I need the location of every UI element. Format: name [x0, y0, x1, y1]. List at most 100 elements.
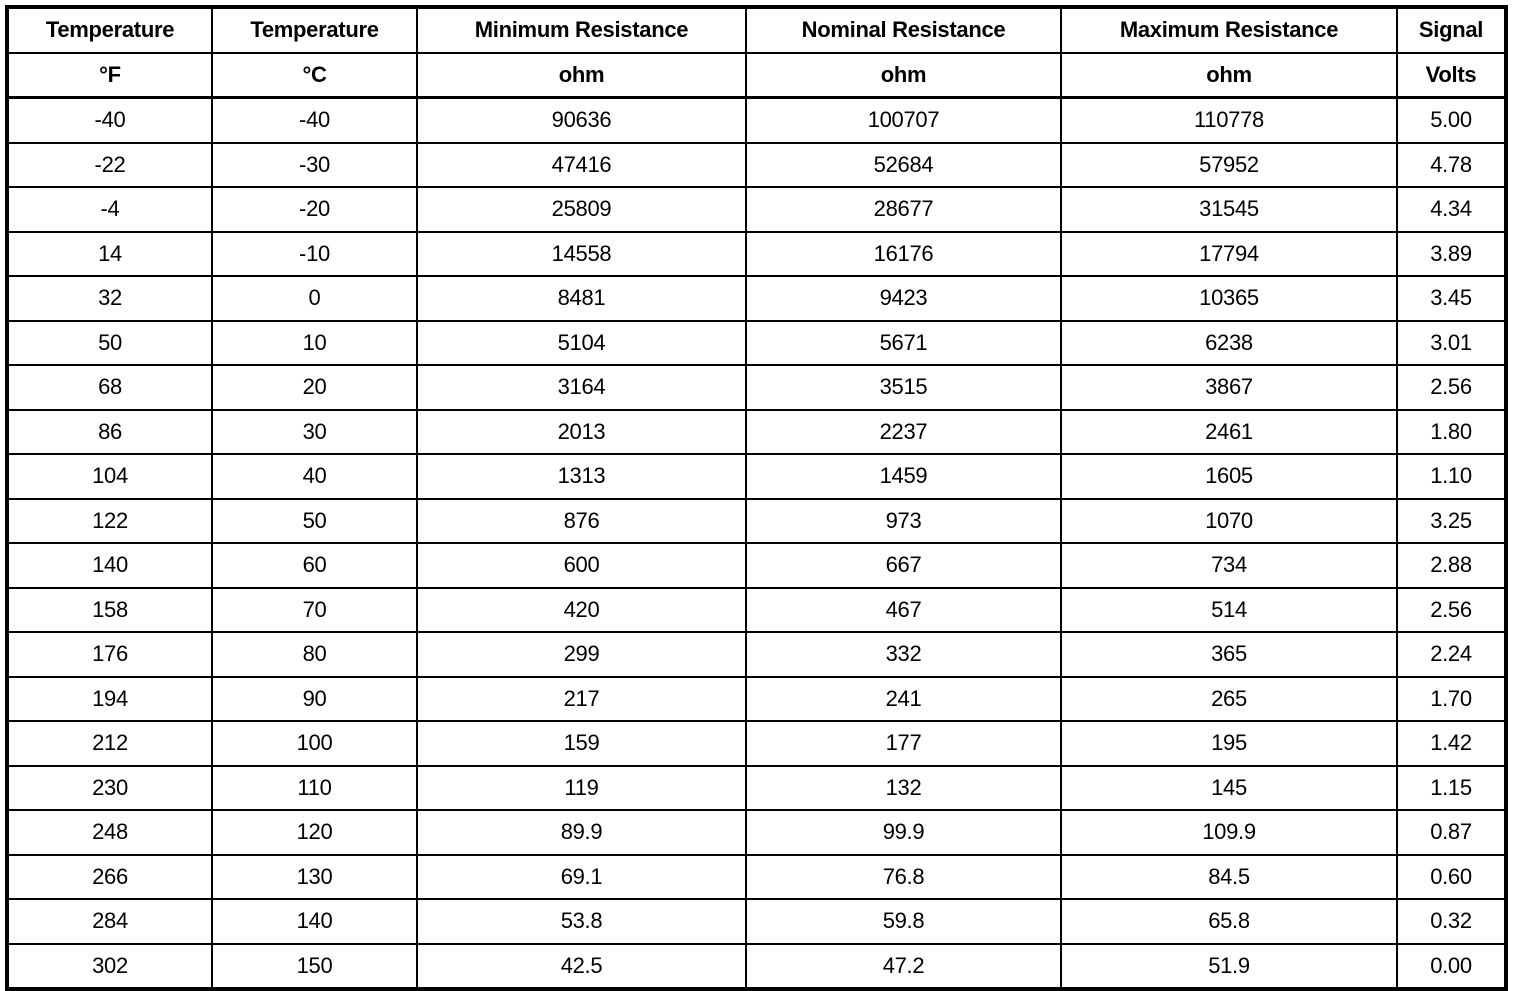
cell-min-resistance: 2013 — [416, 408, 747, 455]
cell-nominal-resistance: 16176 — [745, 230, 1062, 277]
cell-max-resistance: 3867 — [1060, 364, 1398, 411]
cell-signal-volts: 4.78 — [1396, 141, 1507, 188]
cell-min-resistance: 876 — [416, 497, 747, 544]
cell-temp-c: 30 — [211, 408, 418, 455]
table-row: 86 30 2013 2237 2461 1.80 — [6, 408, 1507, 455]
cell-min-resistance: 25809 — [416, 186, 747, 233]
cell-min-resistance: 8481 — [416, 275, 747, 322]
cell-nominal-resistance: 28677 — [745, 186, 1062, 233]
cell-temp-f: 86 — [6, 408, 213, 455]
table-row: 140 60 600 667 734 2.88 — [6, 542, 1507, 589]
cell-max-resistance: 17794 — [1060, 230, 1398, 277]
cell-max-resistance: 109.9 — [1060, 809, 1398, 856]
cell-nominal-resistance: 99.9 — [745, 809, 1062, 856]
cell-temp-c: 150 — [211, 942, 418, 990]
cell-max-resistance: 1070 — [1060, 497, 1398, 544]
table-row: 122 50 876 973 1070 3.25 — [6, 497, 1507, 544]
cell-nominal-resistance: 1459 — [745, 453, 1062, 500]
cell-signal-volts: 3.45 — [1396, 275, 1507, 322]
cell-min-resistance: 1313 — [416, 453, 747, 500]
table-row: 266 130 69.1 76.8 84.5 0.60 — [6, 853, 1507, 900]
cell-max-resistance: 51.9 — [1060, 942, 1398, 990]
cell-temp-f: 158 — [6, 586, 213, 633]
column-header-max-resistance: Maximum Resistance — [1060, 6, 1398, 54]
cell-min-resistance: 69.1 — [416, 853, 747, 900]
column-header-signal-volts: Signal — [1396, 6, 1507, 54]
cell-nominal-resistance: 241 — [745, 675, 1062, 722]
cell-temp-c: 110 — [211, 764, 418, 811]
header-row: Temperature Temperature Minimum Resistance… — [6, 6, 1507, 54]
cell-max-resistance: 1605 — [1060, 453, 1398, 500]
cell-signal-volts: 2.56 — [1396, 586, 1507, 633]
table-row: 14 -10 14558 16176 17794 3.89 — [6, 230, 1507, 277]
cell-temp-f: 248 — [6, 809, 213, 856]
cell-min-resistance: 89.9 — [416, 809, 747, 856]
column-unit-temp-c: °C — [211, 51, 418, 99]
cell-signal-volts: 1.80 — [1396, 408, 1507, 455]
cell-max-resistance: 195 — [1060, 720, 1398, 767]
cell-signal-volts: 1.42 — [1396, 720, 1507, 767]
cell-temp-f: 212 — [6, 720, 213, 767]
cell-nominal-resistance: 332 — [745, 631, 1062, 678]
table-row: -4 -20 25809 28677 31545 4.34 — [6, 186, 1507, 233]
table-row: 32 0 8481 9423 10365 3.45 — [6, 275, 1507, 322]
table-row: -22 -30 47416 52684 57952 4.78 — [6, 141, 1507, 188]
cell-temp-f: 140 — [6, 542, 213, 589]
cell-signal-volts: 2.88 — [1396, 542, 1507, 589]
cell-temp-c: 0 — [211, 275, 418, 322]
cell-signal-volts: 0.32 — [1396, 898, 1507, 945]
cell-nominal-resistance: 47.2 — [745, 942, 1062, 990]
cell-min-resistance: 119 — [416, 764, 747, 811]
table-row: 194 90 217 241 265 1.70 — [6, 675, 1507, 722]
cell-min-resistance: 299 — [416, 631, 747, 678]
table-body: -40 -40 90636 100707 110778 5.00 -22 -30 47416 52… — [6, 96, 1507, 990]
cell-min-resistance: 3164 — [416, 364, 747, 411]
cell-signal-volts: 4.34 — [1396, 186, 1507, 233]
cell-nominal-resistance: 132 — [745, 764, 1062, 811]
cell-nominal-resistance: 2237 — [745, 408, 1062, 455]
cell-temp-f: 194 — [6, 675, 213, 722]
table-row: 284 140 53.8 59.8 65.8 0.32 — [6, 898, 1507, 945]
cell-max-resistance: 65.8 — [1060, 898, 1398, 945]
cell-temp-f: 284 — [6, 898, 213, 945]
cell-nominal-resistance: 100707 — [745, 96, 1062, 144]
table-row: 302 150 42.5 47.2 51.9 0.00 — [6, 942, 1507, 990]
column-unit-temp-f: °F — [6, 51, 213, 99]
cell-signal-volts: 0.60 — [1396, 853, 1507, 900]
cell-temp-c: 80 — [211, 631, 418, 678]
table-row: 230 110 119 132 145 1.15 — [6, 764, 1507, 811]
cell-temp-c: 90 — [211, 675, 418, 722]
table-row: 176 80 299 332 365 2.24 — [6, 631, 1507, 678]
table-row: 68 20 3164 3515 3867 2.56 — [6, 364, 1507, 411]
cell-temp-c: 10 — [211, 319, 418, 366]
cell-signal-volts: 1.70 — [1396, 675, 1507, 722]
cell-temp-c: 100 — [211, 720, 418, 767]
cell-min-resistance: 53.8 — [416, 898, 747, 945]
cell-signal-volts: 1.10 — [1396, 453, 1507, 500]
table-row: 212 100 159 177 195 1.42 — [6, 720, 1507, 767]
cell-temp-f: 266 — [6, 853, 213, 900]
cell-temp-f: 122 — [6, 497, 213, 544]
cell-nominal-resistance: 3515 — [745, 364, 1062, 411]
cell-nominal-resistance: 177 — [745, 720, 1062, 767]
cell-nominal-resistance: 52684 — [745, 141, 1062, 188]
cell-signal-volts: 0.00 — [1396, 942, 1507, 990]
cell-min-resistance: 420 — [416, 586, 747, 633]
cell-temp-c: 120 — [211, 809, 418, 856]
cell-temp-c: 60 — [211, 542, 418, 589]
sensor-resistance-table: Temperature Temperature Minimum Resistance… — [5, 5, 1508, 991]
cell-nominal-resistance: 76.8 — [745, 853, 1062, 900]
cell-max-resistance: 265 — [1060, 675, 1398, 722]
cell-max-resistance: 31545 — [1060, 186, 1398, 233]
units-row: °F °C ohm ohm ohm Volts — [6, 51, 1507, 99]
cell-max-resistance: 2461 — [1060, 408, 1398, 455]
table-row: -40 -40 90636 100707 110778 5.00 — [6, 96, 1507, 144]
column-unit-nominal-resistance: ohm — [745, 51, 1062, 99]
cell-max-resistance: 6238 — [1060, 319, 1398, 366]
cell-temp-f: 302 — [6, 942, 213, 990]
cell-temp-f: 50 — [6, 319, 213, 366]
cell-temp-f: 14 — [6, 230, 213, 277]
cell-signal-volts: 5.00 — [1396, 96, 1507, 144]
cell-max-resistance: 57952 — [1060, 141, 1398, 188]
cell-nominal-resistance: 9423 — [745, 275, 1062, 322]
